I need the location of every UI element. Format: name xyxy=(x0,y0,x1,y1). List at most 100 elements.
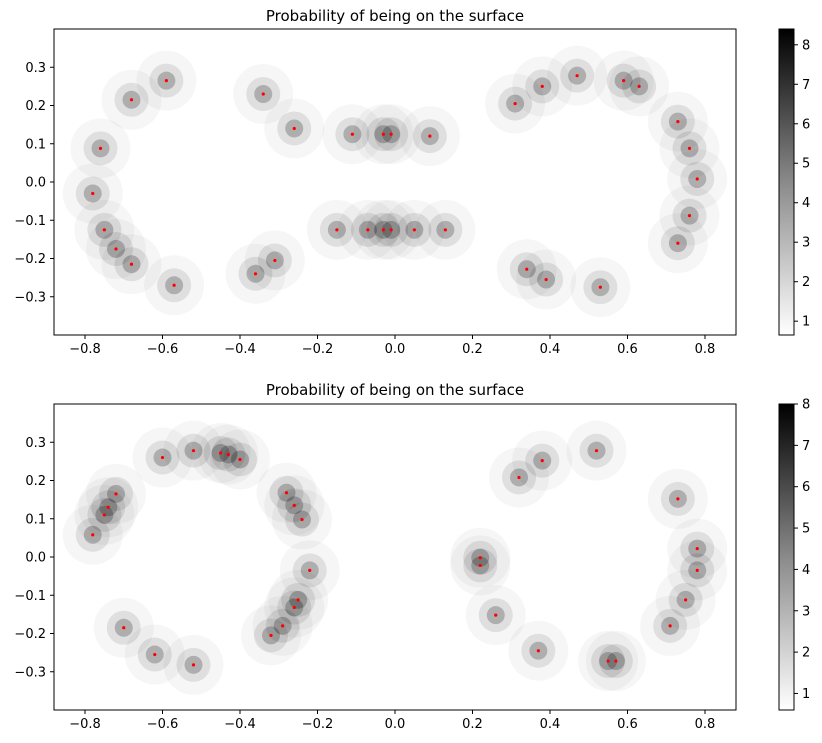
sample-point xyxy=(687,214,692,218)
sample-point xyxy=(622,79,626,83)
sample-point xyxy=(676,119,680,124)
colorbar-tick-label: 2 xyxy=(802,275,810,290)
sample-point xyxy=(478,563,482,568)
x-tick-label: −0.8 xyxy=(69,342,101,357)
bottom-colorbar xyxy=(778,403,795,711)
sample-point xyxy=(478,556,482,560)
x-tick-label: 0.6 xyxy=(617,342,638,357)
sample-point xyxy=(308,568,312,572)
y-tick-label: −0.2 xyxy=(14,627,46,642)
sample-point xyxy=(513,101,517,106)
sample-point xyxy=(102,228,106,232)
sample-point xyxy=(191,449,196,453)
sample-point xyxy=(637,84,641,88)
colorbar-tick-label: 5 xyxy=(802,522,810,537)
sample-point xyxy=(253,272,258,276)
sample-point xyxy=(226,452,230,457)
colorbar-tick-label: 8 xyxy=(802,38,810,53)
sample-point xyxy=(668,624,672,628)
colorbar-tick-label: 7 xyxy=(802,78,810,93)
colorbar-tick-label: 1 xyxy=(802,687,810,702)
x-tick-label: 0.8 xyxy=(695,342,716,357)
colorbar-tick-label: 2 xyxy=(802,646,810,661)
x-tick-label: 0.6 xyxy=(617,717,638,732)
bottom-colorbar-ticks: 1 2 3 4 5 6 7 8 xyxy=(794,398,810,702)
y-tick-label: −0.1 xyxy=(14,589,46,604)
sample-point xyxy=(335,228,339,232)
top-sample-points xyxy=(91,74,699,289)
sample-point xyxy=(269,633,273,638)
sample-point xyxy=(366,228,370,232)
sample-point xyxy=(695,546,699,551)
sample-point xyxy=(350,132,354,136)
sample-point xyxy=(381,132,385,136)
x-tick-label: 0.2 xyxy=(462,342,483,357)
y-tick-label: −0.2 xyxy=(14,252,46,267)
x-tick-label: 0.8 xyxy=(695,717,716,732)
x-tick-label: 0.0 xyxy=(385,342,406,357)
top-colorbar xyxy=(778,28,795,336)
sample-point xyxy=(695,177,699,181)
x-tick-label: 0.2 xyxy=(462,717,483,732)
sample-point xyxy=(292,503,296,507)
sample-point xyxy=(536,649,540,653)
y-tick-label: 0.2 xyxy=(25,474,46,489)
x-tick-label: −0.4 xyxy=(224,717,256,732)
y-tick-label: 0.0 xyxy=(25,551,46,566)
sample-point xyxy=(91,191,95,196)
sample-point xyxy=(594,449,599,453)
colorbar-tick-label: 6 xyxy=(802,480,810,495)
sample-point xyxy=(598,285,602,289)
colorbar-tick-label: 8 xyxy=(802,398,810,413)
sample-point xyxy=(106,505,110,509)
sample-point xyxy=(114,247,118,251)
colorbar-tick-label: 4 xyxy=(802,196,810,211)
colorbar-tick-label: 3 xyxy=(802,604,810,619)
sample-point xyxy=(443,228,447,232)
y-tick-label: −0.3 xyxy=(14,290,46,305)
sample-point xyxy=(172,283,176,287)
sample-point xyxy=(381,228,385,232)
y-tick-label: 0.3 xyxy=(25,61,46,76)
y-tick-label: 0.1 xyxy=(25,137,46,152)
colorbar-tick-label: 4 xyxy=(802,563,810,578)
sample-point xyxy=(122,626,126,630)
sample-point xyxy=(238,457,242,462)
sample-point xyxy=(575,74,579,78)
sample-point xyxy=(281,624,285,628)
x-tick-label: −0.8 xyxy=(69,717,101,732)
x-tick-label: −0.4 xyxy=(224,342,256,357)
sample-point xyxy=(261,92,265,96)
sample-point xyxy=(389,132,393,136)
y-tick-label: −0.1 xyxy=(14,214,46,229)
sample-point xyxy=(517,475,521,480)
sample-point xyxy=(676,241,680,245)
sample-point xyxy=(191,663,196,667)
colorbar-tick-label: 5 xyxy=(802,157,810,172)
sample-point xyxy=(540,84,544,88)
sample-point xyxy=(494,613,498,617)
sample-point xyxy=(540,459,544,463)
sample-point xyxy=(273,258,277,263)
x-tick-label: −0.2 xyxy=(302,717,334,732)
bottom-y-axis: 0.3 0.2 0.1 0.0 −0.1 −0.2 −0.3 xyxy=(14,436,54,680)
sample-point xyxy=(129,98,134,102)
x-tick-label: 0.0 xyxy=(385,717,406,732)
y-tick-label: 0.2 xyxy=(25,99,46,114)
sample-point xyxy=(544,277,548,282)
sample-point xyxy=(300,517,304,522)
y-tick-label: 0.1 xyxy=(25,512,46,527)
top-chart-title: Probability of being on the surface xyxy=(266,7,524,25)
sample-point xyxy=(114,492,118,496)
x-tick-label: 0.4 xyxy=(540,717,561,732)
sample-point xyxy=(129,262,134,266)
sample-point xyxy=(292,126,296,131)
sample-point xyxy=(614,659,618,663)
sample-point xyxy=(412,228,416,232)
bottom-chart-title: Probability of being on the surface xyxy=(266,381,524,399)
sample-point xyxy=(102,513,106,517)
colorbar-tick-label: 1 xyxy=(802,315,810,330)
sample-point xyxy=(676,497,680,501)
bottom-plot-background xyxy=(54,404,736,710)
